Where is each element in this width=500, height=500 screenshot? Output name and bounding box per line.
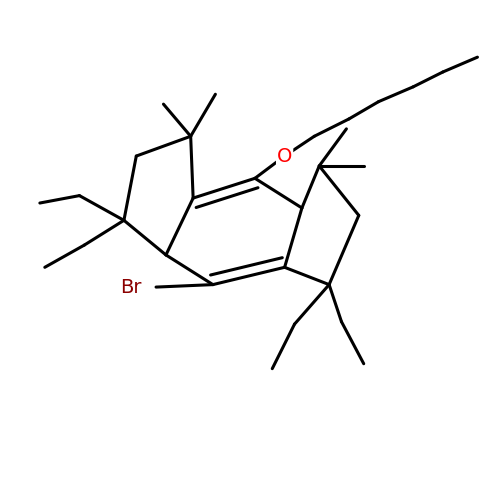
Text: O: O [277,146,292,166]
Text: Br: Br [120,278,142,296]
